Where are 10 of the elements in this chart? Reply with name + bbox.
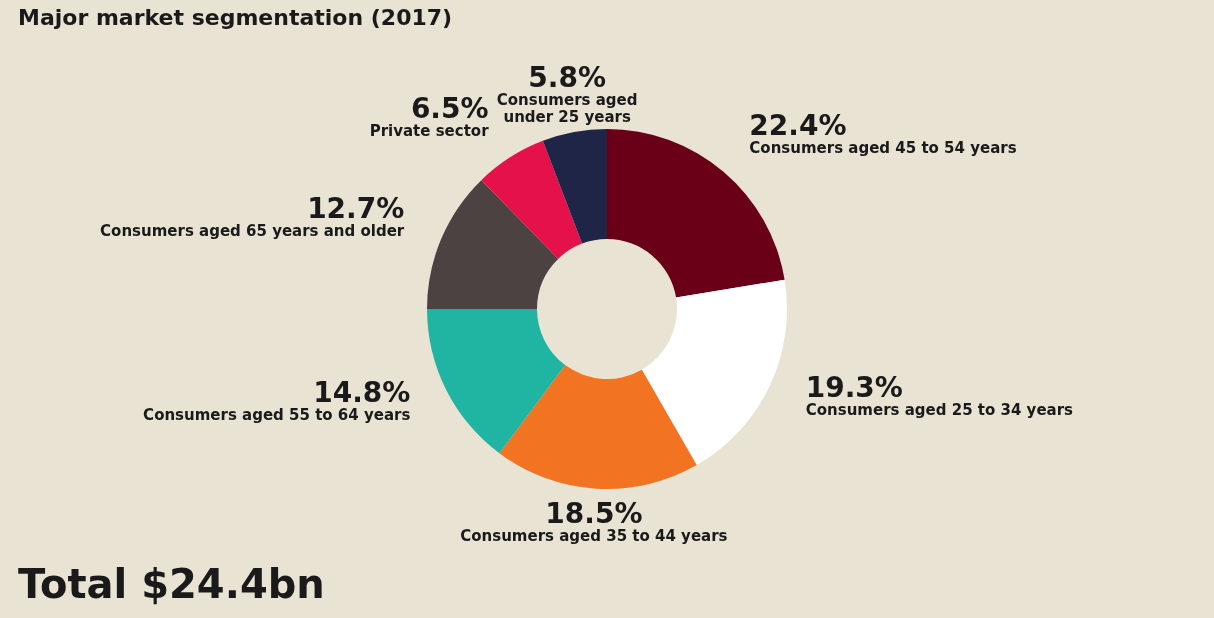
donut-slice xyxy=(542,129,607,244)
chart-title: Major market segmentation (2017) xyxy=(18,5,453,30)
slice-label: Consumers aged 25 to 34 years xyxy=(805,401,1074,420)
donut-slice xyxy=(499,365,697,489)
donut-slice xyxy=(427,180,559,309)
donut-slice xyxy=(481,140,583,259)
donut-slice xyxy=(641,279,787,466)
slice-label: Consumers aged 45 to 54 years xyxy=(749,139,1017,158)
text: Total $24.4bn xyxy=(18,561,325,607)
donut-slice xyxy=(427,309,566,454)
